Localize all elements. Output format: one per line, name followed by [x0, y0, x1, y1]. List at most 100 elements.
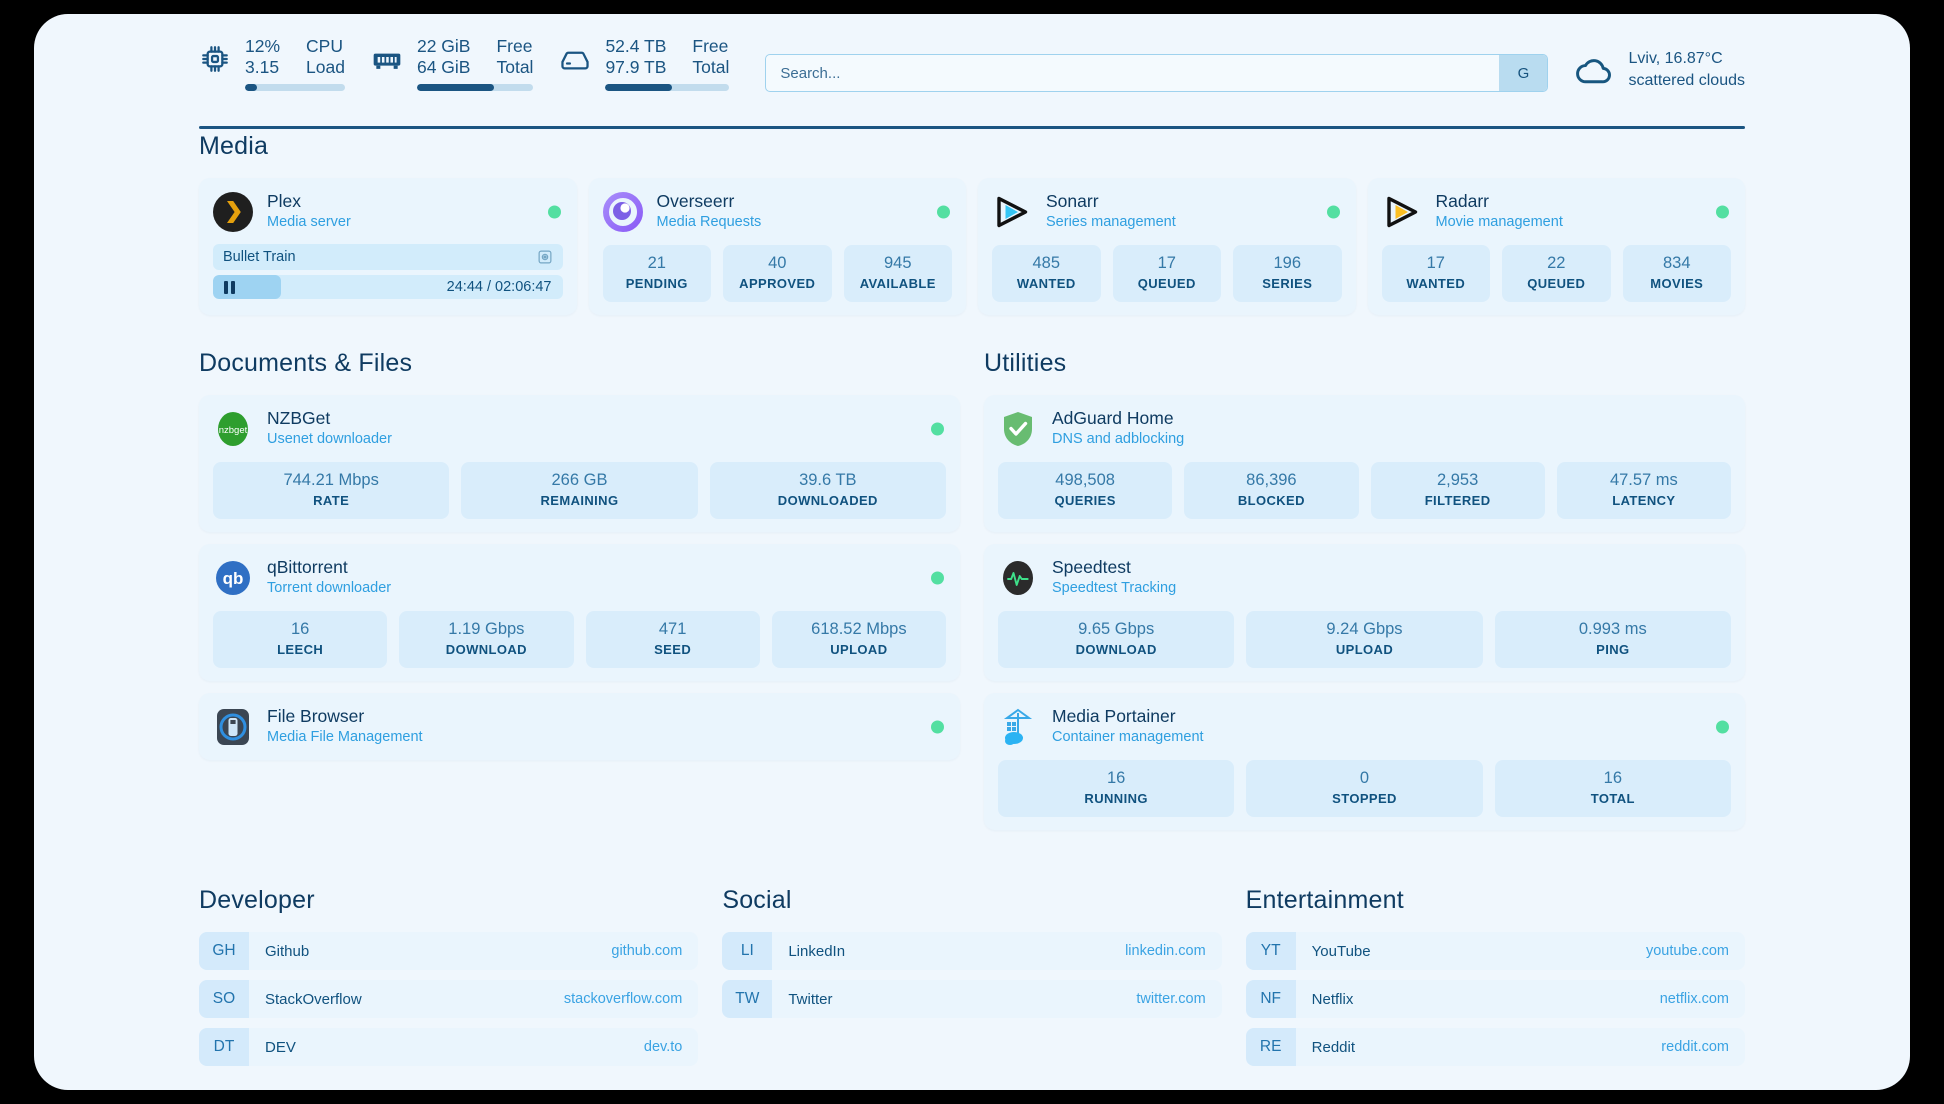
service-subtitle: Movie management: [1435, 214, 1563, 230]
stat-value: 16: [1106, 769, 1126, 787]
stat-value: 471: [658, 620, 687, 638]
bookmark-link[interactable]: LI LinkedIn linkedin.com: [722, 932, 1222, 970]
bookmark-url: linkedin.com: [1125, 943, 1206, 959]
stat-value: 196: [1273, 254, 1302, 272]
service-subtitle: Torrent downloader: [267, 580, 392, 596]
stat-value: 39.6 TB: [799, 471, 857, 489]
bookmark-name: DEV: [265, 1038, 296, 1056]
header-divider: [199, 126, 1745, 129]
cpu-label-bottom: Load: [306, 57, 345, 77]
stat-tile: 498,508 QUERIES: [998, 462, 1173, 519]
disk-free-value: 52.4 TB: [605, 36, 667, 56]
disk-label-top: Free: [692, 36, 729, 56]
search-input[interactable]: [766, 55, 1500, 91]
service-card-nzbget[interactable]: nzbget NZBGet Usenet downloader 74: [199, 395, 960, 532]
bookmark-link[interactable]: TW Twitter twitter.com: [722, 980, 1222, 1018]
disk-label-bottom: Total: [692, 57, 730, 77]
search-submit-button[interactable]: G: [1499, 55, 1548, 91]
stat-tile: 40 APPROVED: [723, 245, 832, 302]
stat-value: 16: [1603, 769, 1622, 787]
nzbget-logo-icon: nzbget: [213, 409, 253, 449]
stat-tile: 22 QUEUED: [1502, 245, 1611, 302]
service-card-adguard-home[interactable]: AdGuard Home DNS and adblocking 498,508 …: [984, 395, 1745, 532]
stat-tile: 0 STOPPED: [1246, 760, 1483, 817]
service-name: File Browser: [267, 706, 365, 726]
service-card-speedtest[interactable]: Speedtest Speedtest Tracking 9.65 Gbps D…: [984, 544, 1745, 681]
stat-tiles: 744.21 Mbps RATE 266 GB REMAINING 39.6 T…: [213, 462, 946, 519]
stat-tile: 16 RUNNING: [998, 760, 1235, 817]
service-name: AdGuard Home: [1052, 408, 1174, 428]
service-card-sonarr[interactable]: Sonarr Series management 485 WANTED 17 Q…: [978, 178, 1356, 315]
stat-memory: 22 GiB 64 GiB Free Total: [371, 36, 534, 91]
service-card-overseerr[interactable]: Overseerr Media Requests 21 PENDING 40 A…: [588, 178, 966, 315]
stat-label: FILTERED: [1424, 493, 1491, 508]
bookmark-link[interactable]: RE Reddit reddit.com: [1245, 1028, 1745, 1066]
stat-tiles: 498,508 QUERIES 86,396 BLOCKED 2,953 FIL…: [998, 462, 1731, 519]
stat-label: BLOCKED: [1237, 493, 1305, 508]
service-name: Plex: [267, 191, 302, 211]
service-subtitle: Media File Management: [267, 729, 423, 745]
memory-total-value: 64 GiB: [416, 57, 471, 77]
service-card-media-portainer[interactable]: Media Portainer Container management 16 …: [984, 693, 1745, 830]
pause-icon[interactable]: [224, 280, 235, 294]
service-card-file-browser[interactable]: File Browser Media File Management: [199, 693, 960, 760]
service-name: NZBGet: [267, 408, 331, 428]
bookmark-link[interactable]: GH Github github.com: [199, 932, 699, 970]
bookmark-url: dev.to: [643, 1039, 683, 1055]
bookmark-url: netflix.com: [1659, 991, 1729, 1007]
bookmark-link[interactable]: DT DEV dev.to: [199, 1028, 699, 1066]
bookmark-url: github.com: [611, 943, 683, 959]
overseerr-logo-icon: [602, 191, 643, 232]
stat-tiles: 17 WANTED 22 QUEUED 834 MOVIES: [1381, 245, 1731, 302]
stat-label: RUNNING: [1084, 791, 1148, 806]
stat-label: MOVIES: [1650, 276, 1704, 291]
bookmark-link[interactable]: NF Netflix netflix.com: [1245, 980, 1745, 1018]
sonarr-logo-icon: [992, 192, 1032, 232]
stat-value: 498,508: [1055, 471, 1115, 489]
status-badge: [1716, 720, 1729, 733]
stat-tiles: 16 RUNNING 0 STOPPED 16 TOTAL: [998, 760, 1731, 817]
bookmark-name: Twitter: [788, 990, 833, 1008]
stat-value: 16: [290, 620, 310, 638]
bookmark-link[interactable]: YT YouTube youtube.com: [1245, 932, 1745, 970]
memory-label-bottom: Total: [496, 57, 534, 77]
service-name: Speedtest: [1052, 557, 1131, 577]
stat-value: 834: [1662, 254, 1691, 272]
stat-value: 22: [1547, 254, 1566, 272]
status-badge: [931, 422, 944, 435]
stat-value: 0: [1359, 769, 1370, 787]
cast-icon[interactable]: [537, 249, 553, 265]
section-documents: Documents & Files nzbget: [199, 349, 960, 830]
stat-value: 618.52 Mbps: [811, 620, 907, 638]
bookmark-url: stackoverflow.com: [563, 991, 683, 1007]
bookmark-name: LinkedIn: [788, 942, 846, 960]
bookmark-group-developer: Developer GH Github github.com SO StackO…: [199, 886, 699, 1066]
bookmark-abbr: LI: [722, 932, 773, 970]
bookmark-link[interactable]: SO StackOverflow stackoverflow.com: [199, 980, 699, 1018]
service-card-plex[interactable]: Plex Media server Bullet Train: [199, 178, 577, 315]
stat-label: APPROVED: [739, 276, 816, 291]
service-card-qbittorrent[interactable]: qb qBittorrent Torrent downloader: [199, 544, 960, 681]
section-title-utilities: Utilities: [984, 349, 1067, 377]
search-box[interactable]: G: [765, 54, 1549, 92]
playback-progress-bar[interactable]: 24:44 / 02:06:47: [213, 275, 563, 299]
disk-icon: [559, 42, 591, 76]
section-title-social: Social: [722, 886, 792, 914]
service-subtitle: Media server: [267, 214, 351, 230]
status-badge: [1716, 205, 1729, 218]
weather-description: scattered clouds: [1628, 72, 1745, 89]
service-subtitle: Container management: [1052, 729, 1204, 745]
bookmark-url: reddit.com: [1661, 1039, 1729, 1055]
bookmark-name: Netflix: [1311, 990, 1354, 1008]
service-name: Media Portainer: [1052, 706, 1176, 726]
service-name: qBittorrent: [267, 557, 348, 577]
bookmark-name: YouTube: [1311, 942, 1371, 960]
service-subtitle: Speedtest Tracking: [1052, 580, 1177, 596]
stat-label: DOWNLOAD: [445, 642, 527, 657]
stat-value: 9.65 Gbps: [1078, 620, 1155, 638]
radarr-logo-icon: [1382, 192, 1422, 232]
bookmark-abbr: TW: [722, 980, 773, 1018]
cpu-icon: [199, 42, 231, 76]
stat-tile: 266 GB REMAINING: [461, 462, 698, 519]
service-card-radarr[interactable]: Radarr Movie management 17 WANTED 22 QUE…: [1367, 178, 1745, 315]
